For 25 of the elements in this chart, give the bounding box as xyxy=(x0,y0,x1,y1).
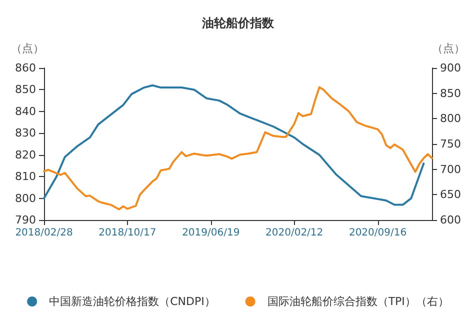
y2-axis-title: （点） xyxy=(432,42,465,55)
x-tick-label: 2018/10/17 xyxy=(98,228,156,238)
y2-tick-label: 700 xyxy=(440,162,461,176)
legend-label: 国际油轮船价综合指数（TPI）（右） xyxy=(267,295,449,308)
y2-tick-label: 750 xyxy=(440,138,461,150)
chart-title: 油轮船价指数 xyxy=(201,16,275,30)
x-tick-label: 2020/09/16 xyxy=(348,228,407,238)
y2-tick-label: 800 xyxy=(440,112,461,126)
y-tick-label: 790 xyxy=(15,214,36,226)
y-axis-title: （点） xyxy=(11,42,44,55)
y-tick-label: 830 xyxy=(15,126,36,140)
y-tick-label: 840 xyxy=(15,104,36,118)
x-tick-label: 2020/02/12 xyxy=(266,228,324,238)
y2-tick-label: 600 xyxy=(440,214,461,226)
y-tick-label: 820 xyxy=(15,148,36,162)
x-tick-label: 2018/02/28 xyxy=(15,228,73,238)
y-tick-label: 800 xyxy=(15,192,36,205)
y2-tick-label: 850 xyxy=(440,86,461,100)
y-tick-label: 810 xyxy=(15,170,36,184)
y-tick-label: 860 xyxy=(15,62,36,74)
y2-tick-label: 650 xyxy=(440,188,461,202)
y2-tick-label: 900 xyxy=(440,62,461,74)
y-tick-label: 850 xyxy=(15,83,36,96)
legend-label: 中国新造油轮价格指数（CNDPI） xyxy=(49,295,216,308)
x-tick-label: 2019/06/19 xyxy=(182,228,240,238)
